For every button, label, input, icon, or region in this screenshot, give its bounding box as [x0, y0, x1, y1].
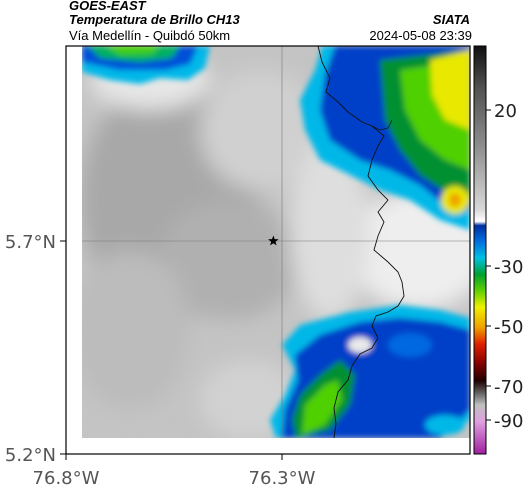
brightness-temperature-field	[82, 46, 470, 438]
colorbar-label: -50	[494, 317, 523, 338]
axis-ticks	[60, 240, 283, 460]
star-marker	[268, 235, 279, 246]
colorbar: 20 -30 -50 -70 -90	[473, 45, 523, 455]
cloud-northeast	[300, 46, 470, 230]
lon-tick-label: 76.8°W	[33, 468, 100, 489]
agency-label: SIATA	[432, 12, 470, 27]
lat-tick-label: 5.2°N	[5, 445, 56, 466]
route-subtitle: Vía Medellín - Quibdó 50km	[69, 28, 231, 43]
colorbar-label: -90	[494, 411, 523, 432]
colorbar-label: 20	[494, 101, 517, 122]
lat-tick-label: 5.7°N	[5, 232, 56, 253]
lon-tick-label: 76.3°W	[249, 468, 316, 489]
satellite-title: GOES-EAST	[69, 0, 146, 13]
map-frame	[65, 45, 471, 455]
cloud-south	[270, 305, 470, 438]
product-title: Temperatura de Brillo CH13	[69, 12, 240, 27]
internal-border	[371, 119, 393, 131]
colorbar-gradient	[473, 45, 487, 455]
datetime-label: 2024-05-08 23:39	[369, 28, 472, 43]
cloud-northwest	[82, 46, 210, 84]
colorbar-label: -30	[494, 257, 523, 278]
department-border	[317, 46, 405, 438]
colorbar-label: -70	[494, 377, 523, 398]
